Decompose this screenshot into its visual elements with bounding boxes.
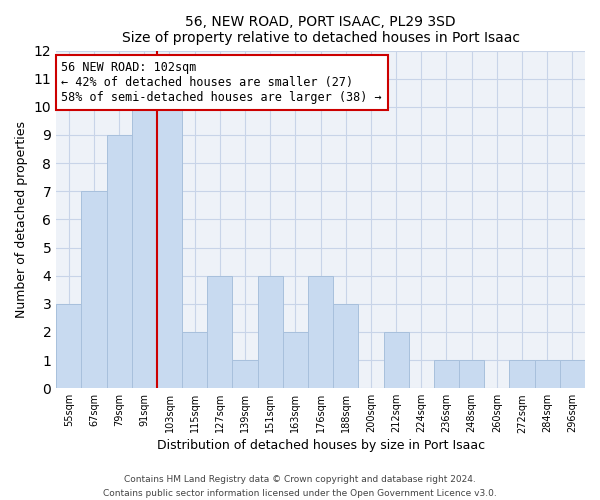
Text: Contains HM Land Registry data © Crown copyright and database right 2024.
Contai: Contains HM Land Registry data © Crown c… xyxy=(103,476,497,498)
Bar xyxy=(333,304,358,388)
Bar xyxy=(82,191,107,388)
Bar xyxy=(560,360,585,388)
Bar xyxy=(207,276,232,388)
Bar xyxy=(459,360,484,388)
Bar xyxy=(283,332,308,388)
Bar xyxy=(509,360,535,388)
Bar xyxy=(434,360,459,388)
Bar xyxy=(56,304,82,388)
Bar xyxy=(535,360,560,388)
Bar xyxy=(182,332,207,388)
Bar xyxy=(308,276,333,388)
Bar xyxy=(383,332,409,388)
Title: 56, NEW ROAD, PORT ISAAC, PL29 3SD
Size of property relative to detached houses : 56, NEW ROAD, PORT ISAAC, PL29 3SD Size … xyxy=(122,15,520,45)
Bar xyxy=(132,107,157,388)
Y-axis label: Number of detached properties: Number of detached properties xyxy=(15,121,28,318)
Text: 56 NEW ROAD: 102sqm
← 42% of detached houses are smaller (27)
58% of semi-detach: 56 NEW ROAD: 102sqm ← 42% of detached ho… xyxy=(61,60,382,104)
Bar xyxy=(157,107,182,388)
Bar xyxy=(257,276,283,388)
Bar xyxy=(107,135,132,388)
Bar xyxy=(232,360,257,388)
X-axis label: Distribution of detached houses by size in Port Isaac: Distribution of detached houses by size … xyxy=(157,440,485,452)
